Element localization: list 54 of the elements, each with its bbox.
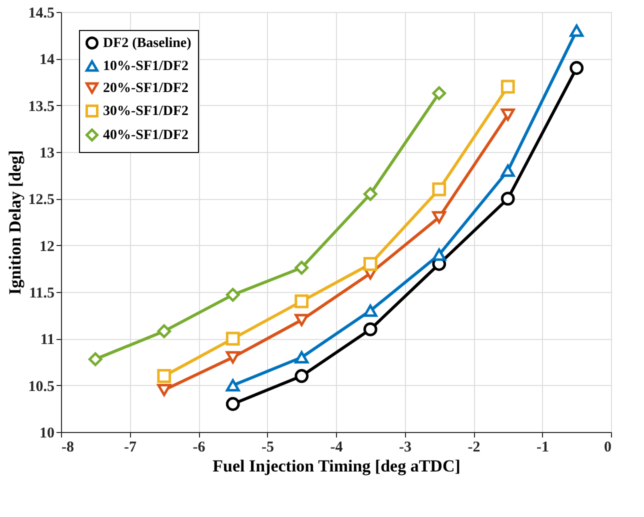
y-axis-title: Ignition Delay [deg] [5, 150, 24, 295]
point [432, 248, 446, 261]
point [500, 80, 515, 94]
point [432, 182, 446, 196]
point [157, 384, 172, 396]
y-tick-label: 14.5 [28, 6, 54, 22]
point [294, 260, 309, 275]
point [157, 369, 172, 383]
point [226, 351, 240, 364]
point [226, 288, 240, 302]
x-tick-label: -3 [399, 440, 412, 456]
x-tick-label: -6 [192, 440, 206, 456]
y-tick-label: 10.5 [28, 378, 54, 395]
point [363, 257, 378, 271]
point [157, 324, 172, 338]
point [570, 24, 584, 37]
point [500, 164, 515, 177]
legend-label: 20%-SF1/DF2 [103, 81, 189, 96]
legend-label: DF2 (Baseline) [103, 36, 192, 51]
point [226, 332, 240, 346]
point [432, 86, 446, 100]
y-tick-label: 11 [40, 332, 54, 348]
legend-label: 40%-SF1/DF2 [103, 128, 189, 143]
point [363, 187, 378, 201]
y-tick-label: 11.5 [29, 286, 54, 302]
point [294, 351, 309, 364]
legend-label: 10%-SF1/DF2 [103, 59, 189, 74]
x-axis-title: Fuel Injection Timing [deg aTDC] [212, 456, 460, 476]
y-tick-label: 12 [40, 238, 54, 255]
point [294, 369, 309, 383]
point [363, 304, 378, 317]
x-tick-label: -5 [262, 440, 274, 456]
x-tick-label: -4 [330, 440, 344, 456]
point [226, 379, 240, 392]
point [294, 294, 309, 308]
point [500, 108, 515, 121]
point [363, 322, 378, 336]
y-tick-label: 12.5 [28, 192, 54, 208]
point [294, 314, 309, 326]
y-tick-label: 13.5 [28, 98, 54, 115]
x-tick-label: 0 [604, 440, 612, 456]
y-tick-label: 14 [40, 52, 55, 68]
x-tick-label: -1 [536, 440, 549, 456]
legend-label: 30%-SF1/DF2 [103, 104, 189, 119]
point [226, 397, 240, 411]
point [88, 352, 102, 366]
y-tick-label: 10 [40, 426, 54, 442]
point [500, 192, 515, 206]
point [570, 61, 584, 75]
y-tick-label: 13 [40, 146, 54, 162]
point [432, 211, 446, 224]
x-tick-label: -8 [62, 440, 74, 456]
x-tick-label: -7 [124, 440, 137, 456]
x-tick-label: -2 [468, 440, 480, 456]
